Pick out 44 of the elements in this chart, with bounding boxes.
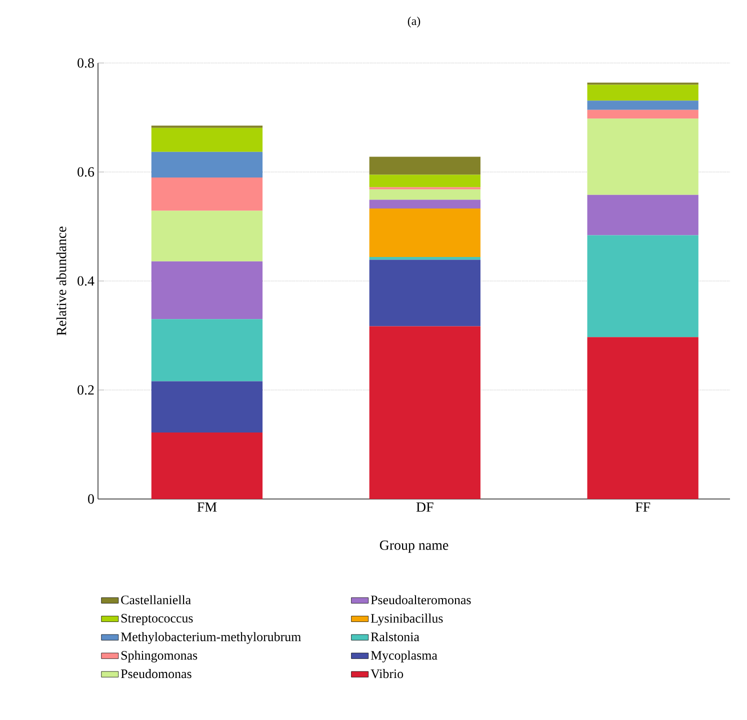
bar: [369, 326, 480, 499]
bar: [151, 319, 263, 382]
bar: [151, 432, 263, 499]
legend-label: Ralstonia: [370, 632, 420, 642]
legend-label: Methylobacterium-methylorubrum: [120, 632, 301, 644]
chart-title: (a): [408, 16, 420, 28]
bar: [151, 152, 263, 178]
y-tick-label: 0: [88, 494, 94, 504]
bar: [151, 177, 263, 211]
bar: [151, 128, 263, 152]
bar: [369, 257, 480, 260]
bar: [151, 261, 263, 320]
bar: [369, 156, 480, 175]
legend-label: Pseudoalteromonas: [370, 595, 471, 604]
y-axis-title: Relative abundance: [56, 226, 66, 336]
y-tick-label: 0.8: [78, 58, 94, 68]
legend-label: Pseudomonas: [120, 669, 192, 678]
legend-label: Vibrio: [370, 669, 404, 678]
bar: [151, 381, 263, 433]
bar: [587, 100, 698, 110]
legend-label: Streptococcus: [121, 614, 193, 626]
bar: [587, 84, 698, 101]
bar: [369, 208, 480, 258]
y-tick-label: 0.4: [78, 276, 94, 286]
x-tick-label: FM: [197, 502, 217, 512]
y-tick-label: 0.2: [78, 385, 94, 395]
bar: [369, 174, 480, 188]
bar: [587, 235, 698, 338]
bar: [587, 337, 698, 499]
legend-label: Sphingomonas: [121, 650, 198, 662]
bar: [369, 200, 480, 209]
bar: [587, 118, 698, 195]
x-axis-title: Group name: [380, 540, 448, 553]
legend-label: Castellaniella: [121, 595, 191, 604]
bar: [151, 210, 263, 262]
legend-label: Mycoplasma: [370, 650, 438, 662]
legend-label: Lysinibacillus: [370, 614, 443, 626]
y-tick-label: 0.6: [78, 167, 94, 177]
x-tick-label: DF: [416, 502, 434, 512]
bar: [587, 194, 698, 236]
bar: [369, 260, 480, 326]
bar: [587, 110, 698, 119]
bar: [369, 189, 480, 200]
x-tick-label: FF: [635, 502, 650, 512]
